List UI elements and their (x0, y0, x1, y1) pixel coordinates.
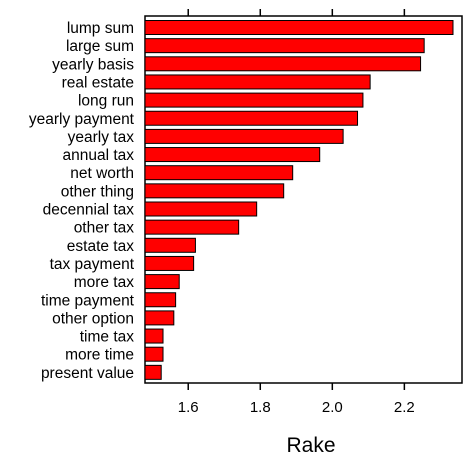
x-axis-ticks: 1.6 1.8 2.0 2.2 (178, 9, 415, 416)
category-label: real estate (62, 74, 134, 91)
category-label: yearly basis (52, 56, 134, 73)
bar (144, 147, 321, 163)
category-label: other option (52, 310, 134, 327)
bar (144, 183, 285, 199)
category-label: decennial tax (43, 202, 135, 219)
bar (144, 128, 344, 144)
category-label: time payment (41, 292, 135, 309)
category-label: yearly payment (29, 111, 135, 128)
bar (144, 74, 371, 90)
bar (144, 219, 240, 235)
bar (144, 110, 359, 126)
bar (144, 346, 164, 362)
category-label: more time (65, 347, 134, 364)
bar (144, 38, 425, 54)
x-tick-label: 2.2 (394, 399, 415, 416)
category-label: annual tax (62, 147, 134, 164)
category-label: present value (41, 365, 134, 382)
category-label: estate tax (67, 238, 134, 255)
bar (144, 292, 177, 308)
bar (144, 201, 258, 217)
x-tick-label: 2.0 (322, 399, 343, 416)
category-label: tax payment (50, 256, 135, 273)
bar (144, 237, 196, 253)
bar (144, 165, 294, 181)
bar (144, 328, 164, 344)
category-label: other thing (61, 183, 134, 200)
bar (144, 20, 454, 35)
category-label: lump sum (67, 20, 134, 37)
bars-group (144, 20, 454, 380)
category-label: more tax (74, 274, 135, 291)
category-label: large sum (66, 38, 134, 55)
category-label: time tax (80, 329, 135, 346)
x-tick-label: 1.6 (178, 399, 199, 416)
category-label: other tax (74, 220, 135, 237)
category-label: long run (78, 93, 134, 110)
bar (144, 364, 162, 380)
bar (144, 310, 175, 326)
x-axis-title: Rake (286, 434, 335, 457)
category-label: net worth (70, 165, 134, 182)
bar (144, 274, 180, 290)
bar (144, 56, 422, 72)
x-tick-label: 1.8 (250, 399, 271, 416)
bar (144, 92, 364, 108)
plot-frame (144, 15, 463, 384)
category-label: yearly tax (68, 129, 135, 146)
bar (144, 255, 195, 271)
